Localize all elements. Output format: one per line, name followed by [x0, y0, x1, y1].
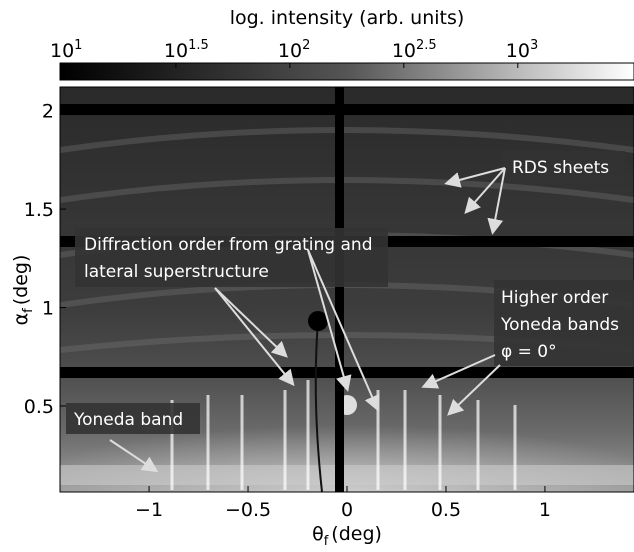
annotation-text: lateral superstructure: [84, 262, 269, 282]
y-tick-label: 1: [42, 298, 54, 320]
annotation-text: RDS sheets: [512, 158, 609, 178]
symbol: θ: [312, 523, 324, 545]
tick-exponent: 3: [530, 38, 538, 53]
tick-base: 10: [506, 40, 530, 62]
tick-base: 10: [164, 40, 188, 62]
tick-exponent: 2: [302, 38, 310, 53]
colorbar-tick-label: 102.5: [392, 38, 437, 62]
colorbar: [59, 62, 634, 81]
annotation-box: [494, 280, 634, 366]
subscript: f: [21, 308, 36, 313]
y-tick-label: 1.5: [24, 199, 54, 221]
colorbar-tick-label: 101: [50, 38, 82, 62]
tick-exponent: 1.5: [188, 38, 209, 53]
annotation-box: [75, 228, 388, 287]
x-tick-label: 0.5: [431, 499, 461, 521]
annotation-text: φ = 0°: [501, 342, 557, 362]
x-tick-label: −1: [135, 499, 163, 521]
tick-base: 10: [278, 40, 302, 62]
tick-exponent: 1: [74, 38, 82, 53]
x-axis-label: θf (deg): [312, 523, 382, 548]
annotation-text: Yoneda band: [73, 410, 183, 430]
y-tick-label: 0.5: [24, 396, 54, 418]
y-axis-label: αf (deg): [10, 255, 36, 326]
arrows: [109, 167, 506, 473]
colorbar-tick-label: 102: [278, 38, 310, 62]
x-tick-label: 0: [341, 499, 353, 521]
symbol: α: [10, 313, 32, 326]
annotation-box: [503, 151, 625, 182]
x-tick-label: 1: [539, 499, 551, 521]
subscript: f: [324, 534, 329, 548]
colorbar-tick-label: 103: [506, 38, 538, 62]
unit: (deg): [331, 523, 382, 545]
colorbar-label: log. intensity (arb. units): [230, 7, 465, 29]
tick-base: 10: [392, 40, 416, 62]
colorbar-tick-label: 101.5: [164, 38, 209, 62]
y-tick-label: 2: [42, 101, 54, 123]
annotation-box: [66, 403, 200, 434]
unit: (deg): [10, 255, 32, 306]
tick-base: 10: [50, 40, 74, 62]
tick-exponent: 2.5: [416, 38, 437, 53]
x-tick-label: −0.5: [225, 499, 271, 521]
annotation-text: Higher order: [501, 288, 608, 308]
annotation-text: Yoneda bands: [500, 315, 619, 335]
annotation-text: Diffraction order from grating and: [84, 235, 373, 255]
